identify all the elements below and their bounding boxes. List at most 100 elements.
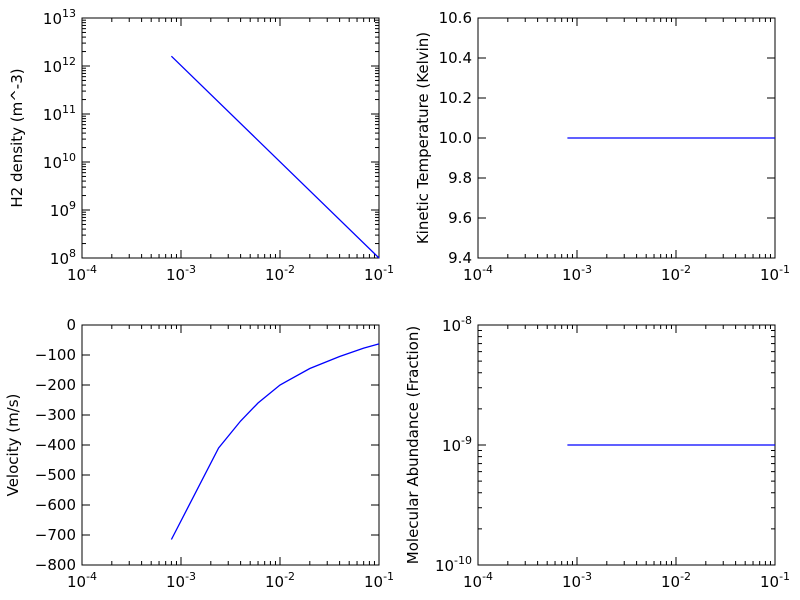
x-tick-label-exponent: -4 [86,570,97,583]
y-tick-label: 10-10 [435,554,472,575]
x-tick-label-base: 10 [562,573,581,591]
y-axis-label: Velocity (m/s) [4,394,22,497]
y-tick-label-base: 10 [43,58,62,76]
y-tick-label-exponent: -10 [454,554,472,567]
y-axis-label: H2 density (m^-3) [8,68,26,207]
x-tick-label-base: 10 [463,266,482,284]
x-tick-label-exponent: -2 [680,263,691,276]
y-tick-label: 1011 [43,103,76,124]
x-tick-label-exponent: -2 [284,570,295,583]
y-tick-label-exponent: -8 [461,314,472,327]
x-tick-label: 10-1 [760,263,790,284]
y-axis-label: Molecular Abundance (Fraction) [404,326,422,564]
y-tick-label-base: 10 [442,437,461,455]
y-tick-label: −400 [35,436,76,454]
y-tick-label-exponent: -9 [461,434,472,447]
x-tick-label-exponent: -3 [581,570,592,583]
y-tick-label: 9.8 [448,169,472,187]
x-tick-label-exponent: -4 [482,570,493,583]
y-tick-label: 1013 [43,7,76,28]
y-tick-label: 9.4 [448,249,472,267]
y-tick-label: 9.6 [448,209,472,227]
y-tick-label: 1010 [43,151,76,172]
y-axis-label: Kinetic Temperature (Kelvin) [414,32,432,244]
x-tick-label: 10-3 [562,263,592,284]
y-tick-label-exponent: 12 [62,55,76,68]
subplot-h2-density: 10-4 10-3 10-2 10-11081091010101110121013H2… [8,7,394,284]
x-tick-label: 10-3 [562,570,592,591]
x-tick-label-exponent: -2 [680,570,691,583]
x-tick-label-base: 10 [166,266,185,284]
x-tick-label-exponent: -4 [86,263,97,276]
x-tick-label-exponent: -4 [482,263,493,276]
x-tick-label-base: 10 [760,266,779,284]
y-tick-label: −600 [35,496,76,514]
y-tick-label: 10.0 [439,129,472,147]
y-tick-label: 0 [66,316,76,334]
x-tick-label: 10-2 [265,263,295,284]
y-tick-label: 10-8 [442,314,472,335]
x-tick-label-base: 10 [463,573,482,591]
y-tick-label: 109 [50,199,76,220]
y-tick-label-base: 10 [43,154,62,172]
x-tick-label-exponent: -1 [779,263,790,276]
y-tick-label: 10.6 [439,9,472,27]
x-tick-label-base: 10 [364,266,383,284]
x-tick-label-exponent: -1 [779,570,790,583]
x-tick-label-exponent: -3 [185,570,196,583]
x-tick-label: 10-4 [463,263,493,284]
y-tick-label: 10.2 [439,89,472,107]
x-tick-label: 10-4 [463,570,493,591]
y-tick-label: 10.4 [439,49,472,67]
y-tick-label: −100 [35,346,76,364]
y-tick-label: 108 [50,247,76,268]
x-tick-label: 10-2 [265,570,295,591]
x-tick-label: 10-3 [166,570,196,591]
y-tick-label: 10-9 [442,434,472,455]
x-tick-label: 10-1 [364,263,394,284]
y-tick-label-exponent: 10 [62,151,76,164]
x-tick-label-base: 10 [67,573,86,591]
series-line [170,55,380,259]
y-tick-label-base: 10 [43,106,62,124]
x-tick-label: 10-1 [364,570,394,591]
x-tick-label: 10-4 [67,263,97,284]
x-tick-label-base: 10 [364,573,383,591]
x-tick-label: 10-2 [661,263,691,284]
y-tick-label: −700 [35,526,76,544]
y-tick-label-exponent: 9 [69,199,76,212]
y-tick-label-base: 10 [50,250,69,268]
x-tick-label-exponent: -1 [383,570,394,583]
y-tick-label-base: 10 [43,10,62,28]
x-tick-label-base: 10 [265,266,284,284]
x-tick-label-exponent: -2 [284,263,295,276]
series-line [170,343,380,540]
y-tick-label: −800 [35,556,76,574]
y-tick-label: −500 [35,466,76,484]
y-tick-label-exponent: 11 [62,103,76,116]
x-tick-label-base: 10 [562,266,581,284]
x-tick-label-base: 10 [661,266,680,284]
x-tick-label: 10-3 [166,263,196,284]
y-tick-label-base: 10 [435,557,454,575]
y-tick-label-exponent: 8 [69,247,76,260]
x-tick-label: 10-2 [661,570,691,591]
x-tick-label: 10-4 [67,570,97,591]
y-tick-label-base: 10 [50,202,69,220]
subplot-velocity: 10-4 10-3 10-2 10-10−100−200−300−400−500−60… [4,316,394,591]
x-tick-label-exponent: -3 [581,263,592,276]
plot-frame [81,324,380,566]
x-tick-label-exponent: -1 [383,263,394,276]
subplot-kinetic-temperature: 10-4 10-3 10-2 10-19.49.69.810.010.210.410.… [414,9,790,284]
x-tick-label-base: 10 [265,573,284,591]
y-tick-label-base: 10 [442,317,461,335]
y-tick-label: −300 [35,406,76,424]
x-tick-label-base: 10 [166,573,185,591]
x-tick-label-exponent: -3 [185,263,196,276]
x-tick-label-base: 10 [661,573,680,591]
x-tick-label-base: 10 [760,573,779,591]
x-tick-label: 10-1 [760,570,790,591]
y-tick-label-exponent: 13 [62,7,76,20]
